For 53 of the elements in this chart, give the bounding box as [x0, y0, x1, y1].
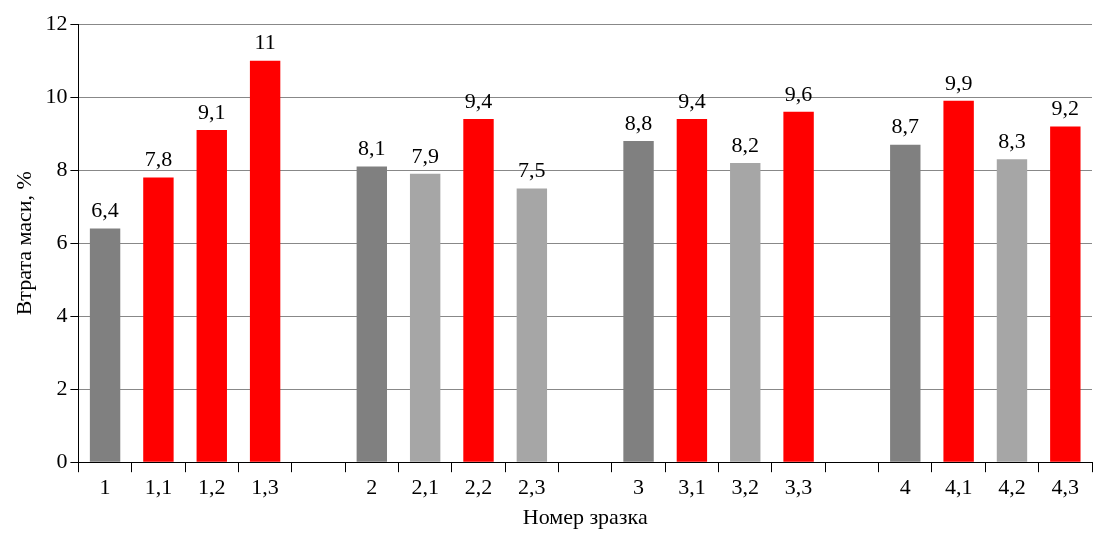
data-label: 7,9	[411, 142, 439, 168]
bar	[676, 119, 708, 462]
x-tick-label: 3,2	[731, 474, 759, 500]
data-label: 9,4	[464, 87, 493, 113]
bar	[249, 60, 281, 462]
y-tick-label: 6	[56, 228, 68, 254]
x-tick-label: 3	[633, 474, 645, 500]
x-tick-label: 2,1	[411, 474, 439, 500]
x-tick-label: 3,3	[784, 474, 813, 500]
x-tick-label: 4,2	[998, 474, 1026, 500]
y-tick-label: 0	[56, 447, 68, 473]
x-tick-label: 1,3	[251, 474, 279, 500]
bar	[996, 159, 1028, 462]
bar	[783, 111, 814, 462]
data-label: 9,6	[784, 80, 813, 106]
y-tick-label: 10	[45, 82, 68, 108]
data-label: 7,5	[518, 157, 546, 183]
bar	[143, 177, 174, 462]
x-tick-label: 4	[899, 474, 911, 500]
bar	[196, 130, 227, 462]
y-tick-label: 8	[56, 155, 68, 181]
x-axis-title: Номер зразка	[522, 503, 648, 529]
x-tick-label: 1	[99, 474, 111, 500]
y-tick-label: 4	[56, 301, 68, 327]
data-label: 8,7	[891, 113, 920, 139]
data-label: 9,4	[678, 87, 706, 113]
data-label: 8,8	[624, 109, 653, 135]
bar	[1050, 126, 1081, 462]
data-label: 8,3	[998, 128, 1026, 154]
x-tick-label: 2	[366, 474, 378, 500]
data-label: 9,1	[198, 98, 226, 124]
bar	[943, 100, 974, 462]
x-tick-label: 1,1	[144, 474, 173, 500]
x-tick-label: 4,3	[1051, 474, 1080, 500]
bar	[463, 119, 494, 462]
x-tick-label: 2,2	[464, 474, 493, 500]
y-tick-label: 2	[56, 374, 68, 400]
data-label: 6,4	[91, 197, 119, 223]
data-label: 7,8	[144, 146, 173, 172]
y-axis-title: Втрата маси, %	[10, 171, 36, 316]
data-label: 9,9	[944, 69, 973, 95]
bar	[409, 173, 441, 462]
data-label: 11	[254, 29, 276, 55]
data-label: 8,2	[731, 131, 759, 157]
x-tick-label: 3,1	[678, 474, 706, 500]
x-tick-label: 4,1	[944, 474, 973, 500]
data-label: 8,1	[358, 135, 386, 161]
bar	[516, 188, 548, 462]
x-tick-label: 1,2	[198, 474, 226, 500]
bar	[730, 162, 761, 462]
y-tick-label: 12	[45, 9, 68, 35]
x-tick-label: 2,3	[518, 474, 546, 500]
data-label: 9,2	[1051, 95, 1080, 121]
